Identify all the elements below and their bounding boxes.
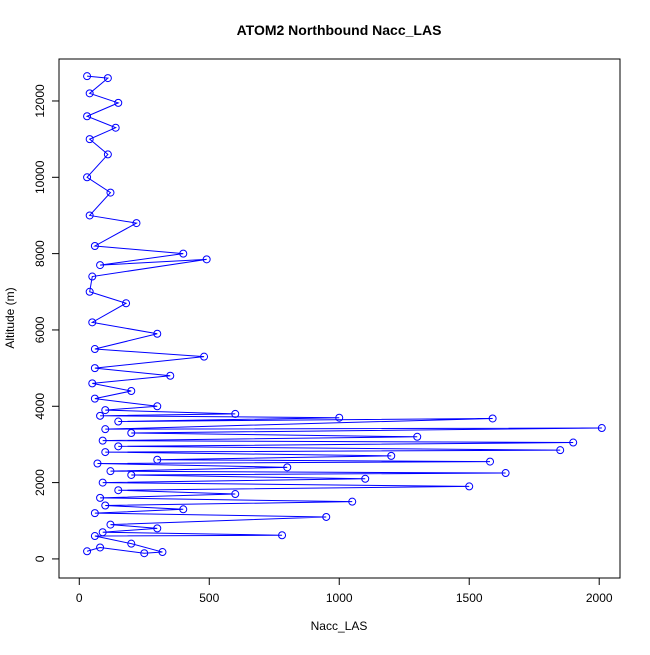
- data-point: [101, 425, 110, 434]
- data-point: [122, 299, 131, 308]
- data-point: [90, 345, 99, 354]
- data-point: [153, 455, 162, 464]
- x-tick-label: 1500: [456, 591, 483, 605]
- data-point: [114, 442, 123, 451]
- x-axis-label: Nacc_LAS: [311, 619, 368, 633]
- data-point: [96, 543, 105, 552]
- data-point: [361, 474, 370, 483]
- chart-title: ATOM2 Northbound Nacc_LAS: [237, 22, 442, 38]
- data-point: [231, 409, 240, 418]
- data-point: [103, 150, 112, 159]
- data-point: [85, 135, 94, 144]
- data-point: [98, 436, 107, 445]
- data-point: [597, 424, 606, 433]
- data-point: [200, 352, 209, 361]
- data-point: [127, 539, 136, 548]
- data-point: [96, 493, 105, 502]
- data-point: [158, 548, 167, 557]
- data-point: [335, 413, 344, 422]
- data-point: [88, 379, 97, 388]
- data-point: [90, 509, 99, 518]
- data-point: [153, 329, 162, 338]
- data-point: [283, 463, 292, 472]
- data-point: [85, 287, 94, 296]
- data-point: [88, 272, 97, 281]
- data-point: [348, 497, 357, 506]
- data-point: [106, 467, 115, 476]
- data-point: [90, 241, 99, 250]
- data-point: [101, 501, 110, 510]
- data-point: [114, 486, 123, 495]
- data-point: [83, 547, 92, 556]
- data-point: [153, 524, 162, 533]
- data-point: [127, 387, 136, 396]
- x-tick-label: 2000: [586, 591, 613, 605]
- data-point: [85, 211, 94, 220]
- data-point: [486, 457, 495, 466]
- x-tick-label: 0: [76, 591, 83, 605]
- x-tick-label: 1000: [326, 591, 353, 605]
- data-point: [501, 469, 510, 478]
- data-point: [413, 432, 422, 441]
- data-point: [132, 219, 141, 228]
- data-point: [90, 394, 99, 403]
- data-point: [114, 417, 123, 426]
- data-point: [278, 531, 287, 540]
- y-tick-label: 4000: [33, 393, 47, 420]
- data-point: [231, 490, 240, 499]
- y-tick-label: 12000: [33, 84, 47, 118]
- data-point: [202, 255, 211, 264]
- y-tick-label: 2000: [33, 469, 47, 496]
- data-point: [465, 482, 474, 491]
- y-tick-label: 8000: [33, 240, 47, 267]
- data-point: [106, 520, 115, 529]
- data-point: [111, 123, 120, 132]
- x-tick-label: 500: [199, 591, 219, 605]
- data-point: [96, 261, 105, 270]
- data-point: [83, 173, 92, 182]
- y-axis-label: Altitude (m): [3, 287, 17, 348]
- data-point: [127, 470, 136, 479]
- data-point: [387, 451, 396, 460]
- data-point: [85, 89, 94, 98]
- data-point: [569, 438, 578, 447]
- data-point: [322, 512, 331, 521]
- data-point: [179, 249, 188, 258]
- data-point: [101, 448, 110, 457]
- data-point: [88, 318, 97, 327]
- data-point: [83, 72, 92, 81]
- y-tick-label: 0: [33, 555, 47, 562]
- data-point: [96, 411, 105, 420]
- data-point: [98, 478, 107, 487]
- data-point: [101, 406, 110, 415]
- data-point: [98, 528, 107, 537]
- data-point: [93, 459, 102, 468]
- data-point: [90, 532, 99, 541]
- data-point: [179, 505, 188, 514]
- data-point: [166, 371, 175, 380]
- data-point: [114, 98, 123, 107]
- data-point: [90, 364, 99, 373]
- y-tick-label: 10000: [33, 160, 47, 194]
- data-point: [127, 428, 136, 437]
- y-tick-label: 6000: [33, 316, 47, 343]
- data-point: [140, 549, 149, 558]
- data-point: [103, 74, 112, 83]
- data-point: [556, 446, 565, 455]
- data-point: [153, 402, 162, 411]
- data-point: [106, 188, 115, 197]
- data-point: [488, 414, 497, 423]
- data-point: [83, 112, 92, 121]
